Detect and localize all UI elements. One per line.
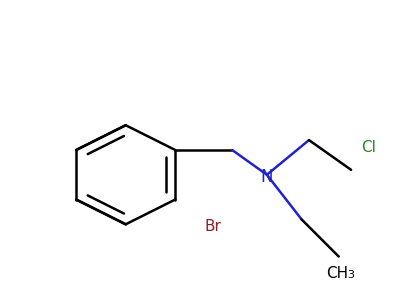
Text: 3: 3 xyxy=(347,270,354,280)
Text: N: N xyxy=(261,168,273,186)
Text: Cl: Cl xyxy=(361,140,376,155)
Text: CH: CH xyxy=(326,266,348,281)
Text: Br: Br xyxy=(205,219,222,234)
